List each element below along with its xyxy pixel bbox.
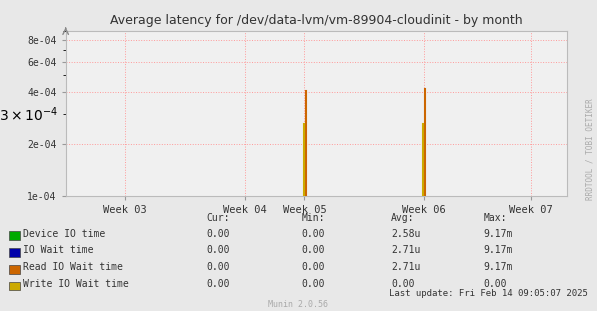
- Text: Read IO Wait time: Read IO Wait time: [23, 262, 123, 272]
- Text: 9.17m: 9.17m: [484, 245, 513, 255]
- Text: 0.00: 0.00: [484, 279, 507, 289]
- Text: Write IO Wait time: Write IO Wait time: [23, 279, 129, 289]
- Text: 0.00: 0.00: [206, 245, 229, 255]
- Title: Average latency for /dev/data-lvm/vm-89904-cloudinit - by month: Average latency for /dev/data-lvm/vm-899…: [110, 14, 523, 27]
- Text: IO Wait time: IO Wait time: [23, 245, 94, 255]
- Text: 0.00: 0.00: [301, 279, 325, 289]
- Text: 0.00: 0.00: [206, 262, 229, 272]
- Text: 2.71u: 2.71u: [391, 262, 420, 272]
- Text: 0.00: 0.00: [301, 262, 325, 272]
- Text: 0.00: 0.00: [391, 279, 414, 289]
- Text: 0.00: 0.00: [301, 245, 325, 255]
- Text: 0.00: 0.00: [206, 279, 229, 289]
- Text: 0.00: 0.00: [301, 229, 325, 239]
- Text: Munin 2.0.56: Munin 2.0.56: [269, 300, 328, 309]
- Text: Device IO time: Device IO time: [23, 229, 106, 239]
- Text: 0.00: 0.00: [206, 229, 229, 239]
- Text: RRDTOOL / TOBI OETIKER: RRDTOOL / TOBI OETIKER: [585, 98, 594, 200]
- Text: Max:: Max:: [484, 213, 507, 223]
- Text: 9.17m: 9.17m: [484, 229, 513, 239]
- Text: 9.17m: 9.17m: [484, 262, 513, 272]
- Text: Avg:: Avg:: [391, 213, 414, 223]
- Text: Cur:: Cur:: [206, 213, 229, 223]
- Text: Last update: Fri Feb 14 09:05:07 2025: Last update: Fri Feb 14 09:05:07 2025: [389, 289, 588, 298]
- Text: 2.71u: 2.71u: [391, 245, 420, 255]
- Text: Min:: Min:: [301, 213, 325, 223]
- Text: 2.58u: 2.58u: [391, 229, 420, 239]
